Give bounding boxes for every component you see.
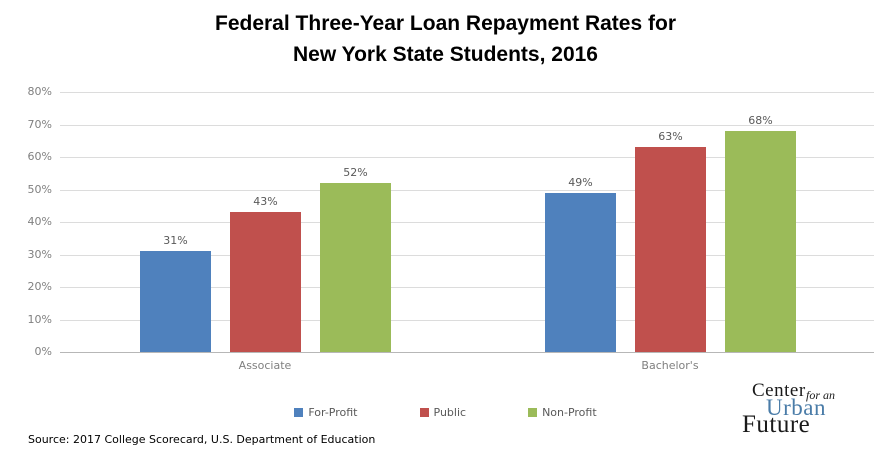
legend-label-non-profit: Non-Profit xyxy=(542,406,597,419)
legend-label-for-profit: For-Profit xyxy=(308,406,358,419)
bar-for-profit-associate xyxy=(140,251,211,352)
bar-non-profit-associate xyxy=(320,183,391,352)
for-profit-swatch-icon xyxy=(294,408,304,417)
legend-item-public: Public xyxy=(419,406,467,419)
y-tick-label: 20% xyxy=(27,280,52,293)
logo-word-urban: Urban xyxy=(766,395,826,420)
y-tick-label: 50% xyxy=(27,183,52,196)
logo-word-future: Future xyxy=(742,411,811,438)
gridline xyxy=(60,287,874,288)
y-tick-label: 60% xyxy=(27,150,52,163)
gridline xyxy=(60,190,874,191)
chart-title-line2: New York State Students, 2016 xyxy=(292,43,598,66)
bar-public-associate xyxy=(230,212,301,352)
gridline xyxy=(60,125,874,126)
y-tick-label: 30% xyxy=(27,248,52,261)
y-tick-label: 10% xyxy=(27,313,52,326)
gridline xyxy=(60,255,874,256)
chart-title: Federal Three-Year Loan Repayment Rates … xyxy=(0,8,891,70)
y-tick-label: 0% xyxy=(34,345,52,358)
logo-word-for-an: for an xyxy=(806,388,836,402)
x-axis-line xyxy=(60,352,874,353)
gridline xyxy=(60,92,874,93)
bar-non-profit-bachelor's xyxy=(725,131,796,352)
legend-label-public: Public xyxy=(433,406,467,419)
y-tick-label: 80% xyxy=(27,85,52,98)
gridline xyxy=(60,320,874,321)
gridline xyxy=(60,222,874,223)
public-swatch-icon xyxy=(419,408,429,417)
bar-value-label: 31% xyxy=(163,234,188,247)
legend-item-for-profit: For-Profit xyxy=(294,406,358,419)
gridline xyxy=(60,157,874,158)
chart-title-line1: Federal Three-Year Loan Repayment Rates … xyxy=(215,12,676,35)
bar-for-profit-bachelor's xyxy=(545,193,616,352)
legend-item-non-profit: Non-Profit xyxy=(528,406,597,419)
bar-public-bachelor's xyxy=(635,147,706,352)
legend: For-Profit Public Non-Profit xyxy=(0,406,891,419)
bar-value-label: 49% xyxy=(568,176,593,189)
bar-value-label: 52% xyxy=(343,166,368,179)
logo-word-center: Center xyxy=(752,380,806,401)
non-profit-swatch-icon xyxy=(528,408,538,417)
category-label: Associate xyxy=(238,359,292,372)
bar-value-label: 63% xyxy=(658,130,683,143)
category-label: Bachelor's xyxy=(641,359,699,372)
bar-value-label: 43% xyxy=(253,195,278,208)
bar-value-label: 68% xyxy=(748,114,773,127)
y-tick-label: 40% xyxy=(27,215,52,228)
source-note: Source: 2017 College Scorecard, U.S. Dep… xyxy=(28,433,376,446)
y-tick-label: 70% xyxy=(27,118,52,131)
